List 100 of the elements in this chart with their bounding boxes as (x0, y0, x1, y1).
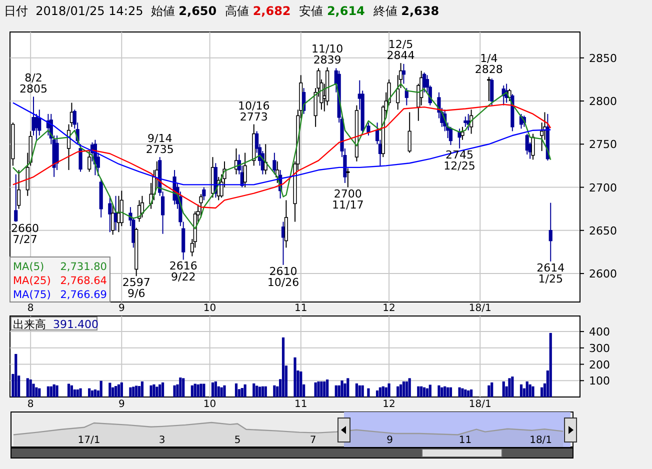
candlestick (111, 204, 115, 236)
candlestick (284, 200, 288, 248)
candlestick (366, 122, 370, 136)
bar (540, 387, 544, 397)
candlestick (243, 152, 247, 188)
x2-tick-label: 11 (294, 303, 308, 314)
bar (90, 390, 94, 397)
bar (367, 388, 370, 397)
bar (76, 389, 79, 397)
annotation: 2660 7/27 (11, 222, 39, 246)
bar (320, 381, 323, 397)
bar (399, 384, 402, 397)
candlestick (108, 195, 112, 233)
annotation: 2,731.80 (60, 261, 107, 273)
bar (94, 389, 97, 397)
x-tick-label: 8 (27, 399, 34, 410)
annotation: 2700 11/17 (332, 187, 364, 212)
bar (490, 382, 494, 397)
candlestick (531, 133, 535, 160)
annotation: 2610 10/26 (267, 264, 300, 289)
candlestick (396, 74, 400, 110)
bar (244, 384, 246, 397)
candlestick (346, 168, 350, 188)
x2-tick-label: 18/1 (468, 303, 492, 314)
bar (211, 382, 214, 397)
annotation: 8/2 2805 (20, 72, 48, 96)
annotation: 9/14 2735 (146, 132, 174, 156)
bar (467, 390, 470, 397)
bar (32, 384, 35, 397)
bar (294, 357, 296, 397)
bar (264, 386, 267, 397)
bar (73, 389, 76, 397)
y-tick-label: 200 (589, 358, 610, 372)
bar (408, 378, 411, 397)
bar (508, 378, 511, 397)
bar (240, 388, 244, 397)
annotation: 12/5 2844 (386, 38, 415, 62)
bar (388, 383, 390, 397)
bar (317, 381, 320, 397)
text: MA(25) (13, 275, 51, 287)
x2-tick-label: 12 (382, 303, 396, 314)
bar (179, 378, 182, 397)
bar (182, 378, 185, 397)
bar (355, 383, 358, 397)
bar (252, 383, 256, 397)
bar (214, 381, 217, 397)
bar (464, 389, 467, 397)
x-tick-label: 18/1 (468, 399, 492, 410)
bar (14, 354, 18, 397)
bar (326, 379, 329, 397)
bar (79, 388, 82, 397)
bar (190, 385, 194, 397)
chart-title: 日付 2018/01/25 14:25 始値 2,650 高値 2,682 安値 2,614 終値 2,638 (4, 4, 440, 18)
bar (52, 384, 56, 397)
annotation: 1/4 2828 (474, 52, 503, 76)
bar (449, 387, 452, 397)
candlestick (460, 126, 464, 140)
bar (300, 371, 302, 397)
bar (382, 386, 384, 397)
bar (549, 332, 552, 397)
bar (384, 387, 388, 397)
y-tick-label: 100 (589, 374, 610, 388)
bar (488, 385, 490, 397)
candlestick (202, 186, 206, 201)
bar (458, 387, 461, 397)
y-tick-label: 2700 (589, 181, 617, 194)
bar (256, 386, 258, 397)
bar (420, 386, 423, 397)
bar (422, 387, 426, 397)
bar (38, 388, 41, 397)
y-tick-label: 2600 (589, 268, 617, 281)
bar (56, 385, 58, 397)
bar (100, 380, 102, 397)
bar (152, 384, 156, 397)
y-tick-label: 2750 (589, 138, 617, 152)
text: MA(75) (13, 289, 51, 301)
candlestick (17, 170, 21, 210)
bar (26, 378, 29, 397)
bar (50, 386, 52, 397)
y-tick-label: 2850 (589, 52, 617, 65)
y-tick-label: 2800 (589, 95, 617, 108)
annotation: 2616 9/22 (169, 260, 198, 284)
bar (112, 387, 114, 397)
candlestick (88, 150, 92, 172)
bar (323, 381, 326, 397)
bar (35, 387, 38, 397)
bar (438, 385, 440, 397)
chart-title: 出来高 391.400 (13, 318, 98, 331)
x-tick-label: 9 (118, 399, 125, 410)
bar (161, 382, 164, 397)
candlestick (448, 126, 453, 146)
x-tick-label: 9 (386, 435, 393, 446)
candlestick (78, 144, 82, 172)
bar (402, 381, 406, 397)
bar (417, 386, 420, 397)
bar (334, 385, 338, 397)
bar (258, 386, 262, 397)
bar (120, 382, 123, 397)
bar (446, 387, 450, 397)
bar (520, 384, 523, 397)
